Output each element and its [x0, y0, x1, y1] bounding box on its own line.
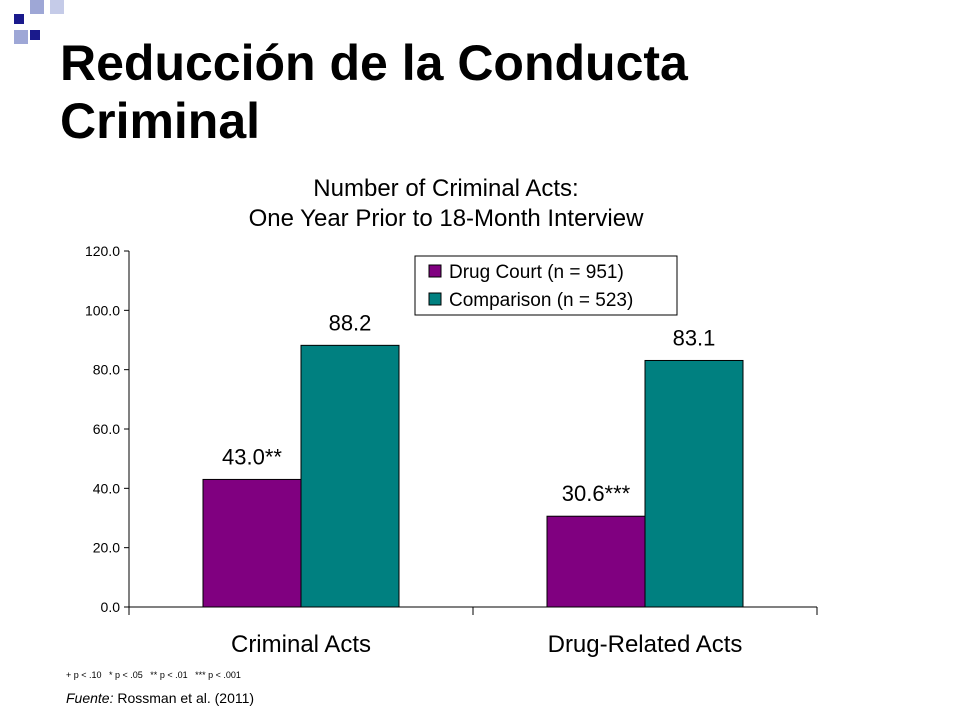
legend-box — [414, 255, 678, 316]
legend-entry: Comparison (n = 523) — [449, 290, 633, 311]
data-label: 30.6*** — [562, 481, 631, 506]
decor-square — [50, 0, 64, 14]
significance-footnote: + p < .10 * p < .05 ** p < .01 *** p < .… — [66, 670, 241, 680]
corner-decoration — [14, 0, 64, 44]
legend-swatch — [428, 264, 442, 278]
legend-swatch — [428, 292, 442, 306]
slide-title: Reducción de la Conducta Criminal — [60, 34, 920, 150]
y-tick-label: 40.0 — [93, 480, 120, 496]
decor-square — [30, 0, 44, 14]
legend-entry: Drug Court (n = 951) — [449, 262, 624, 283]
y-tick-label: 0.0 — [101, 599, 121, 615]
bar — [644, 359, 744, 608]
y-tick-label: 80.0 — [93, 362, 120, 378]
decor-square — [30, 30, 40, 40]
y-tick-label: 20.0 — [93, 540, 120, 556]
plot-area: 0.0 20.0 40.0 60.0 80.0 100.0 120.0 Criminal Ac… — [85, 243, 818, 658]
y-tick-label: 60.0 — [93, 421, 120, 437]
source-citation: Fuente: Rossman et al. (2011) — [66, 690, 254, 706]
source-text: Rossman et al. (2011) — [113, 690, 255, 706]
y-tick-label: 100.0 — [85, 302, 120, 318]
source-label: Fuente: — [66, 690, 114, 706]
slide-title-line2: Criminal — [60, 93, 261, 149]
data-label: 83.1 — [673, 325, 716, 350]
x-category-label: Criminal Acts — [231, 631, 371, 658]
slide-title-line1: Reducción de la Conducta — [60, 35, 688, 91]
decor-square — [14, 30, 28, 44]
data-label: 43.0** — [222, 444, 282, 469]
decor-square — [14, 14, 24, 24]
bar — [300, 344, 400, 608]
bar — [202, 478, 302, 608]
data-label: 88.2 — [329, 310, 372, 335]
x-category-label: Drug-Related Acts — [548, 631, 743, 658]
chart-subtitle: One Year Prior to 18-Month Interview — [249, 205, 645, 232]
chart-title: Number of Criminal Acts: — [313, 175, 578, 202]
bar — [546, 515, 646, 608]
y-tick-label: 120.0 — [85, 243, 120, 259]
